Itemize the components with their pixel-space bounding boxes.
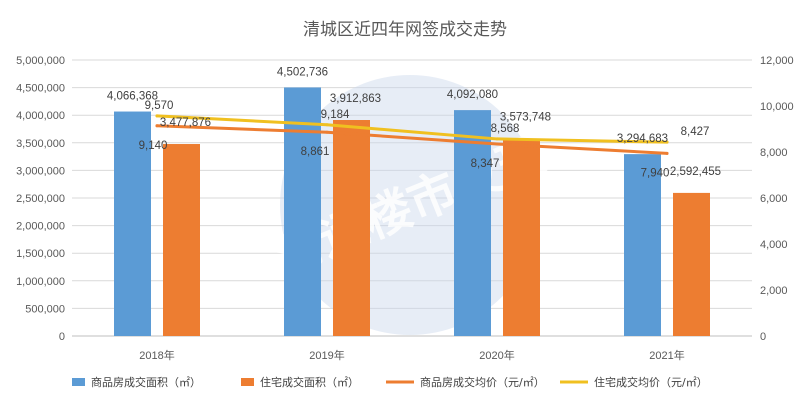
data-label: 8,568 (491, 123, 520, 135)
data-label: 9,140 (139, 140, 168, 152)
legend-label: 住宅成交均价（元/㎡） (594, 375, 708, 389)
y-axis-left: 0 500,000 1,000,000 1,500,000 2,000,000 2,500… (16, 55, 65, 343)
data-label: 3,294,683 (617, 133, 668, 145)
y-left-tick-label: 3,000,000 (16, 165, 65, 177)
x-tick-label: 2021年 (649, 348, 684, 362)
legend-swatch (72, 378, 85, 386)
y-left-tick-label: 4,000,000 (16, 110, 65, 122)
legend-label: 商品房成交面积（㎡） (91, 375, 201, 389)
chart-title: 清城区近四年网签成交走势 (303, 20, 507, 40)
y-left-tick-label: 2,500,000 (16, 193, 65, 205)
bar (673, 192, 710, 336)
legend-swatch (241, 378, 254, 386)
series-line (155, 114, 669, 144)
data-label: 8,347 (471, 158, 500, 170)
data-label: 3,477,876 (160, 117, 211, 129)
bars (114, 87, 710, 336)
x-axis: 2018年 2019年 2020年 2021年 (139, 348, 684, 362)
y-axis-right: 0 2,000 4,000 6,000 8,000 10,000 12,000 (760, 55, 794, 343)
line-point (155, 114, 159, 118)
line-point (665, 140, 669, 144)
data-labels: 4,066,368 4,502,736 4,092,080 3,294,683 3,47… (107, 66, 721, 179)
y-left-tick-label: 5,000,000 (16, 55, 65, 67)
data-label: 7,940 (641, 167, 670, 179)
y-right-tick-label: 6,000 (760, 193, 788, 205)
data-label: 8,427 (681, 126, 710, 138)
x-tick-label: 2020年 (479, 348, 514, 362)
y-right-tick-label: 4,000 (760, 239, 788, 251)
y-right-tick-label: 8,000 (760, 147, 788, 159)
data-label: 4,502,736 (277, 66, 328, 78)
y-left-tick-label: 2,000,000 (16, 221, 65, 233)
y-left-tick-label: 500,000 (25, 303, 65, 315)
data-label: 9,570 (145, 100, 174, 112)
data-label: 8,861 (301, 146, 330, 158)
y-right-tick-label: 10,000 (760, 101, 794, 113)
line-point (155, 124, 159, 128)
bar (333, 120, 370, 336)
y-right-tick-label: 12,000 (760, 55, 794, 67)
legend-label: 商品房成交均价（元/㎡） (420, 375, 545, 389)
y-left-tick-label: 3,500,000 (16, 138, 65, 150)
line-point (325, 123, 329, 127)
bar (503, 138, 540, 336)
line-point (495, 142, 499, 146)
bar (624, 154, 661, 336)
data-label: 4,092,080 (447, 89, 498, 101)
y-left-tick-label: 1,000,000 (16, 276, 65, 288)
line-point (495, 137, 499, 141)
y-left-tick-label: 1,500,000 (16, 248, 65, 260)
data-label: 9,184 (321, 109, 350, 121)
line-point (325, 130, 329, 134)
data-label: 4,066,368 (107, 91, 158, 103)
legend-label: 住宅成交面积（㎡） (260, 375, 359, 389)
bar (114, 111, 151, 336)
y-left-tick-label: 4,500,000 (16, 83, 65, 95)
lines (155, 114, 669, 155)
data-label: 3,912,863 (330, 93, 381, 105)
data-label: 3,573,748 (500, 112, 551, 124)
bar (454, 110, 491, 336)
data-label: 2,592,455 (670, 166, 721, 178)
y-right-tick-label: 2,000 (760, 285, 788, 297)
line-point (665, 151, 669, 155)
bar (284, 87, 321, 336)
legend: 商品房成交面积（㎡） 住宅成交面积（㎡） 商品房成交均价（元/㎡） 住宅成交均价（元/… (72, 375, 708, 389)
y-left-tick-label: 0 (59, 331, 65, 343)
bar (163, 144, 200, 336)
x-tick-label: 2018年 (139, 348, 174, 362)
y-right-tick-label: 0 (760, 331, 766, 343)
series-line (155, 124, 669, 155)
x-tick-label: 2019年 (309, 348, 344, 362)
